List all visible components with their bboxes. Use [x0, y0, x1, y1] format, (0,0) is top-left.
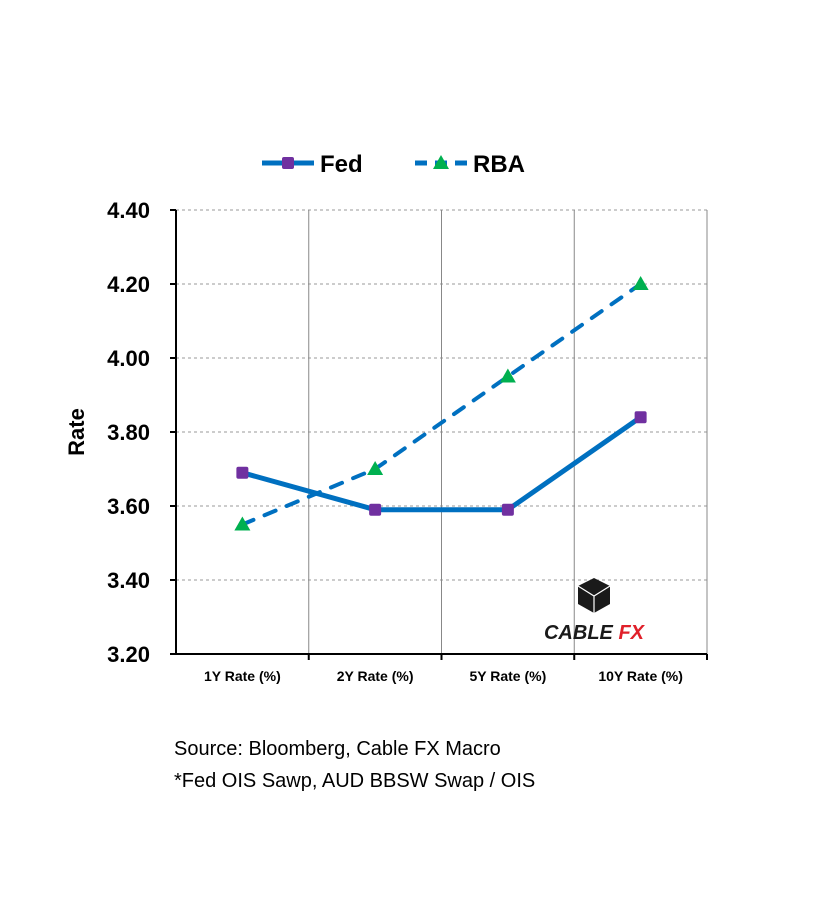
data-point-fed: [236, 466, 249, 479]
y-tick-label: 4.20: [107, 272, 150, 297]
y-tick-label: 3.40: [107, 568, 150, 593]
legend-label: RBA: [473, 151, 525, 178]
x-tick-label: 5Y Rate (%): [469, 668, 546, 684]
source-note: Source: Bloomberg, Cable FX Macro: [174, 738, 501, 760]
series-line-fed: [239, 414, 644, 513]
data-point-fed: [369, 503, 382, 516]
x-tick-label: 1Y Rate (%): [204, 668, 281, 684]
data-point-rba: [632, 276, 649, 290]
y-tick-label: 4.00: [107, 346, 150, 371]
legend-label: Fed: [320, 151, 363, 178]
data-point-fed: [634, 411, 647, 424]
data-point-fed: [501, 503, 514, 516]
data-point-rba: [499, 368, 516, 383]
y-tick-label: 3.80: [107, 420, 150, 445]
legend-marker-rba: [433, 155, 449, 169]
footnote: *Fed OIS Sawp, AUD BBSW Swap / OIS: [174, 770, 536, 792]
x-tick-label: 10Y Rate (%): [598, 668, 683, 684]
y-tick-label: 3.60: [107, 494, 150, 519]
data-point-rba: [367, 461, 384, 475]
logo-text: CABLE FX: [544, 622, 646, 644]
legend-marker-fed: [282, 157, 294, 169]
x-tick-label: 2Y Rate (%): [337, 668, 414, 684]
y-tick-label: 4.40: [107, 198, 150, 223]
y-tick-label: 3.20: [107, 642, 150, 667]
logo-dice-edges: [577, 585, 611, 613]
series-line-rba: [240, 282, 643, 527]
y-axis-label: Rate: [64, 408, 89, 456]
data-point-rba: [234, 516, 251, 531]
